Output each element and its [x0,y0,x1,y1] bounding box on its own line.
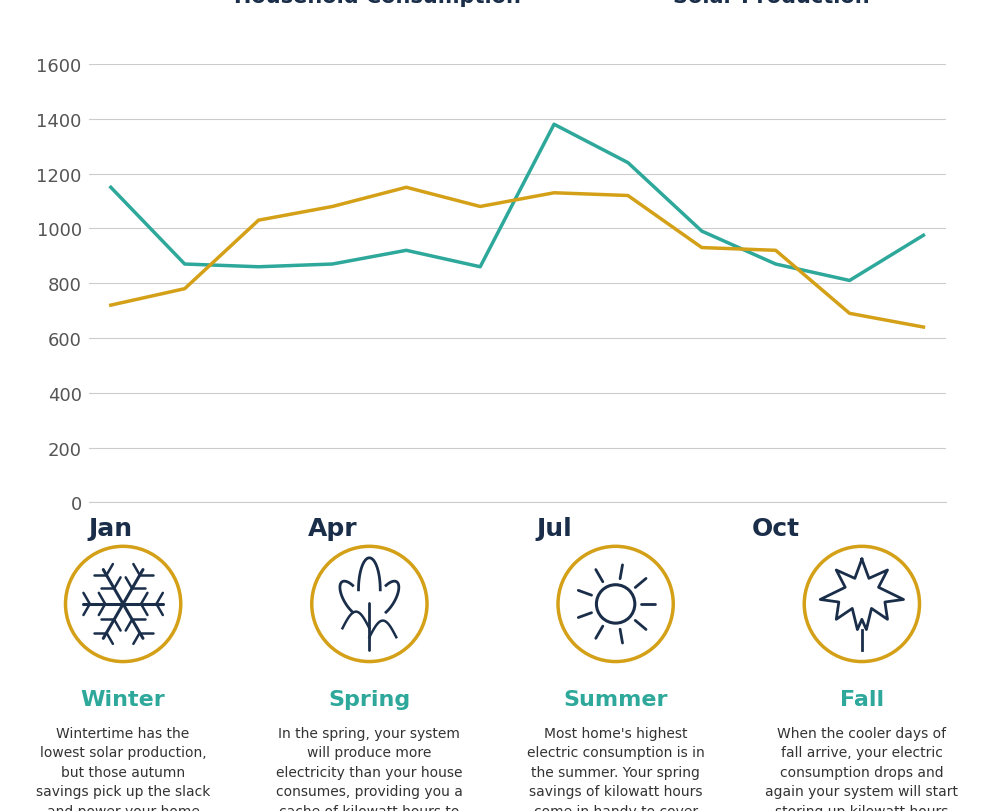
Text: Wintertime has the
lowest solar production,
but those autumn
savings pick up the: Wintertime has the lowest solar producti… [35,726,211,811]
Text: Fall: Fall [840,689,884,710]
Text: Winter: Winter [81,689,165,710]
Legend: Household Consumption, Solar Production: Household Consumption, Solar Production [157,0,878,15]
Text: Most home's highest
electric consumption is in
the summer. Your spring
savings o: Most home's highest electric consumption… [527,726,704,811]
Text: In the spring, your system
will produce more
electricity than your house
consume: In the spring, your system will produce … [276,726,463,811]
Text: Summer: Summer [563,689,668,710]
Text: When the cooler days of
fall arrive, your electric
consumption drops and
again y: When the cooler days of fall arrive, you… [765,726,958,811]
Text: Spring: Spring [328,689,411,710]
